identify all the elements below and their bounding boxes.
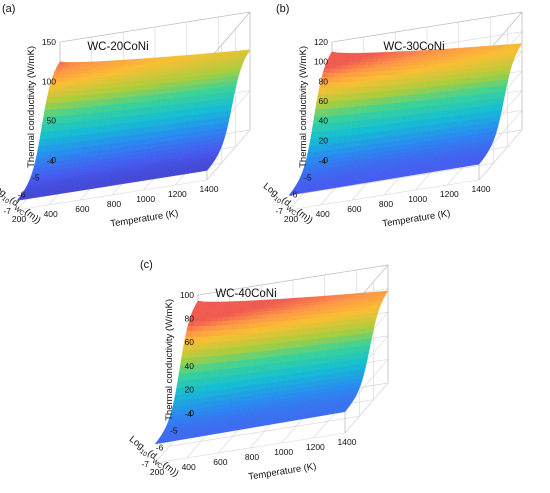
z-tick-label: 150 [42, 37, 56, 47]
chart-title: WC-30CoNi [383, 41, 444, 53]
z-tick-label: 0 [189, 408, 194, 418]
z-tick-label: 80 [185, 314, 195, 324]
surface [16, 49, 251, 201]
surface-patch [309, 138, 317, 147]
x-tick-label: 1400 [338, 437, 357, 447]
z-tick-label: 60 [185, 337, 195, 347]
z-axis-label: Thermal conductivity (W/mK) [298, 46, 309, 168]
grid-line-floor [206, 129, 251, 181]
surface-patch [16, 197, 25, 201]
surface-patch [317, 87, 326, 95]
panel-label: (c) [140, 259, 153, 271]
x-axis-label: Temperature (K) [110, 208, 180, 230]
y-tick-label: -4 [46, 156, 54, 166]
z-tick-label: 100 [180, 290, 194, 300]
x-tick-label: 1000 [408, 194, 427, 204]
z-tick-label: 0 [323, 155, 328, 165]
grid-line-floor [16, 179, 208, 211]
y-tick-label: -5 [32, 173, 40, 183]
x-tick-label: 1000 [136, 194, 155, 204]
surface-patch [45, 96, 54, 104]
x-tick-label: 1000 [274, 447, 293, 457]
surface-patch [310, 131, 318, 140]
grid-line-floor [303, 163, 494, 194]
z-tick-label: 20 [319, 135, 329, 145]
panel-c: 200 400 600 800 1000 1200 1400-4-5-6-702040608… [127, 259, 389, 483]
z-tick-label: 40 [319, 116, 329, 126]
surface-patch [47, 90, 55, 98]
z-tick-label: 0 [51, 155, 56, 165]
y-tick-label: -7 [3, 206, 11, 216]
axes: 200 400 600 800 1000 1200 1400 -4 -5 -6 -7 0 50 100 15… [0, 37, 219, 230]
z-tick-label: 80 [319, 76, 329, 86]
x-tick-label: 600 [347, 204, 361, 214]
z-tick-label: 120 [314, 37, 328, 47]
z-tick-label: 100 [42, 76, 56, 86]
surface-patch [37, 145, 45, 153]
x-axis-label: Temperature (K) [248, 461, 318, 483]
x-tick-label: 400 [44, 209, 58, 219]
surface-patch [177, 372, 185, 382]
x-tick-label: 800 [107, 199, 121, 209]
x-tick-label: 1200 [440, 189, 459, 199]
z-axis-label: Thermal conductivity (W/mK) [164, 299, 175, 421]
chart-title: WC-40CoNi [215, 288, 276, 300]
surface [288, 43, 523, 196]
panel-b: 200 400 600 800 1000 1200 1400-4-5-6-702040608… [261, 3, 523, 230]
panel-label: (a) [2, 3, 15, 15]
grid-line-floor [478, 129, 523, 181]
surface-patch [186, 325, 194, 332]
x-tick-label: 600 [213, 457, 227, 467]
z-tick-label: 100 [314, 57, 328, 67]
x-tick-label: 400 [316, 209, 330, 219]
surface-patch [44, 102, 52, 110]
y-axis-label-part: 10 [0, 195, 10, 205]
panel-a: 200 400 600 800 1000 1200 1400 -4 -5 -6 -7 0 50 100 15… [0, 3, 251, 230]
surface-patch [175, 387, 183, 396]
z-tick-label: 60 [319, 96, 329, 106]
x-tick-label: 1400 [200, 184, 219, 194]
y-tick-label: -5 [304, 173, 312, 183]
y-tick-label: -5 [170, 426, 178, 436]
x-tick-label: 400 [182, 462, 196, 472]
z-tick-label: 20 [185, 384, 195, 394]
z-tick-label: 40 [185, 361, 195, 371]
surface-patch [181, 350, 189, 359]
x-axis-label: Temperature (K) [382, 208, 452, 230]
surface-patch [39, 131, 47, 140]
y-tick-label: -7 [275, 206, 283, 216]
x-tick-label: 800 [245, 452, 259, 462]
x-tick-label: 1200 [168, 189, 187, 199]
surface-patch [48, 85, 56, 92]
chart-title: WC-20CoNi [87, 41, 148, 53]
x-tick-label: 800 [379, 199, 393, 209]
surface-patch [176, 380, 184, 389]
y-tick-label: -7 [141, 459, 149, 469]
z-tick-label: 50 [47, 116, 57, 126]
surface-patch [38, 138, 46, 147]
x-tick-label: 200 [12, 214, 26, 224]
panel-label: (b) [276, 3, 289, 15]
x-tick-label: 1400 [472, 184, 491, 194]
z-axis-label: Thermal conductivity (W/mK) [26, 46, 37, 168]
y-axis-label-part: Log [0, 181, 8, 199]
x-tick-label: 600 [75, 204, 89, 214]
x-tick-label: 1200 [306, 442, 325, 452]
y-tick-label: -6 [18, 189, 26, 199]
grid-line-floor [288, 179, 480, 211]
